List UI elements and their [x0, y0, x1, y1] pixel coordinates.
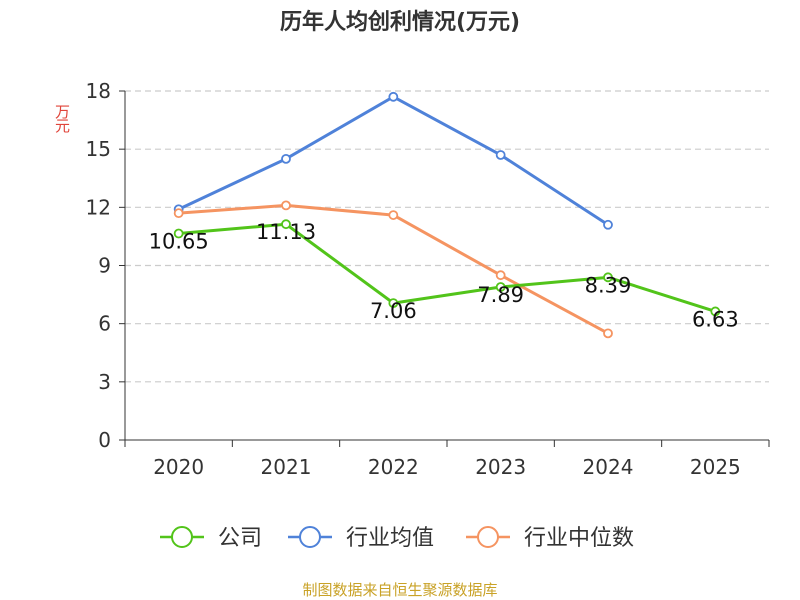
data-point-行业中位数-2	[388, 210, 399, 220]
x-tick-label-2020: 2020	[153, 455, 204, 479]
chart-title: 历年人均创利情况(万元)	[279, 10, 521, 35]
legend-label-行业中位数: 行业中位数	[524, 526, 634, 551]
data-label: 11.13	[256, 220, 316, 244]
source-note: 制图数据来自恒生聚源数据库	[302, 581, 498, 599]
x-tick-label-2025: 2025	[690, 455, 741, 479]
data-label: 7.06	[370, 299, 417, 323]
x-tick-label-2022: 2022	[368, 455, 419, 479]
y-axis-unit-label: 万元	[53, 104, 71, 132]
data-point-公司-0	[173, 228, 184, 239]
data-point-公司-3	[495, 282, 506, 292]
legend-marker-公司	[171, 526, 193, 548]
data-label: 6.63	[692, 307, 739, 331]
x-tick-label-2021: 2021	[261, 455, 312, 479]
data-point-行业均值-1	[281, 153, 291, 164]
x-tick-label-2024: 2024	[583, 455, 634, 479]
data-point-公司-5	[710, 306, 721, 317]
data-point-行业均值-2	[388, 91, 399, 102]
y-tick-label: 0	[98, 428, 111, 452]
x-tick-label-2023: 2023	[475, 455, 526, 479]
data-point-公司-4	[603, 272, 613, 283]
series-line-行业均值	[178, 95, 609, 227]
data-point-行业中位数-0	[173, 208, 184, 219]
data-label: 7.89	[477, 283, 524, 307]
data-point-行业均值-3	[495, 150, 506, 160]
y-tick-label: 6	[98, 312, 111, 336]
data-point-公司-2	[388, 298, 399, 309]
y-tick-label: 12	[86, 195, 111, 219]
legend-marker-行业中位数	[477, 526, 499, 548]
legend-label-行业均值: 行业均值	[346, 526, 434, 551]
legend-marker-行业均值	[299, 526, 321, 548]
data-point-行业均值-4	[603, 219, 613, 230]
data-point-行业中位数-4	[603, 328, 613, 339]
data-label: 8.39	[585, 273, 632, 297]
data-point-行业中位数-3	[495, 270, 506, 281]
y-tick-label: 15	[86, 137, 111, 161]
series-line-公司	[178, 222, 716, 313]
y-tick-label: 3	[98, 370, 111, 394]
data-label: 10.65	[149, 230, 209, 254]
legend-label-公司: 公司	[218, 526, 262, 551]
data-point-行业中位数-1	[281, 200, 291, 211]
y-tick-label: 9	[98, 254, 111, 278]
y-tick-label: 18	[86, 79, 111, 103]
data-point-公司-1	[281, 219, 291, 230]
